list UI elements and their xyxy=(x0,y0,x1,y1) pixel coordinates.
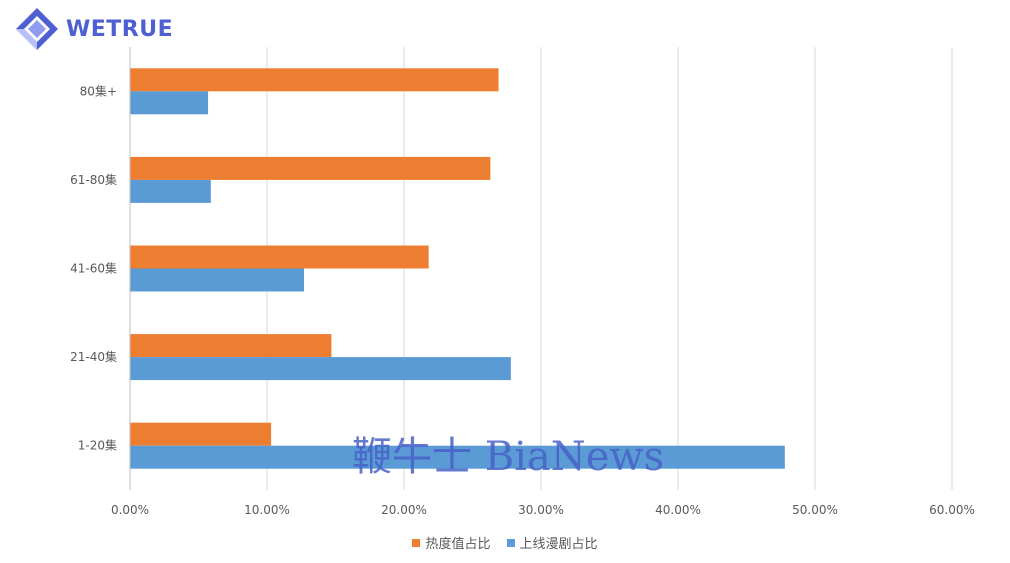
x-tick-label: 50.00% xyxy=(792,503,838,517)
x-tick-label: 10.00% xyxy=(244,503,290,517)
x-tick-label: 40.00% xyxy=(655,503,701,517)
bar-heat-share xyxy=(130,68,499,92)
y-tick-label: 61-80集 xyxy=(70,172,117,187)
grid-lines xyxy=(266,47,953,490)
legend-swatch-heat xyxy=(412,538,421,547)
y-tick-label: 41-60集 xyxy=(70,261,117,276)
bars xyxy=(130,68,785,469)
bar-launch-share xyxy=(130,445,785,469)
bar-launch-share xyxy=(130,268,304,292)
bar-heat-share xyxy=(130,422,272,446)
x-tick-label: 60.00% xyxy=(929,503,975,517)
x-tick-label: 30.00% xyxy=(518,503,564,517)
x-tick-label: 0.00% xyxy=(111,503,149,517)
brand-logo: WETRUE xyxy=(14,6,173,52)
bar-launch-share xyxy=(130,357,511,381)
diamond-logo-icon xyxy=(16,8,58,50)
brand-name: WETRUE xyxy=(66,16,174,42)
axes: 0.00% 10.00% 20.00% 30.00% 40.00% 50.00% 60.00… xyxy=(70,47,975,517)
y-tick-label: 1-20集 xyxy=(78,438,117,453)
x-tick-label: 20.00% xyxy=(381,503,427,517)
legend-label-launch: 上线漫剧占比 xyxy=(519,537,598,552)
bar-heat-share xyxy=(130,245,429,269)
bar-launch-share xyxy=(130,91,209,115)
bar-launch-share xyxy=(130,179,211,203)
bar-heat-share xyxy=(130,334,332,358)
bar-heat-share xyxy=(130,156,491,180)
legend-label-heat: 热度值占比 xyxy=(425,537,491,552)
legend-item-launch: 上线漫剧占比 xyxy=(506,533,598,552)
y-tick-label: 80集+ xyxy=(80,83,117,98)
legend-item-heat: 热度值占比 xyxy=(412,533,491,552)
chart-legend: 热度值占比 上线漫剧占比 xyxy=(0,533,1010,552)
watermark-text: 鞭牛士 BiaNews xyxy=(352,434,665,480)
legend-swatch-launch xyxy=(506,538,515,547)
y-tick-label: 21-40集 xyxy=(70,349,117,364)
